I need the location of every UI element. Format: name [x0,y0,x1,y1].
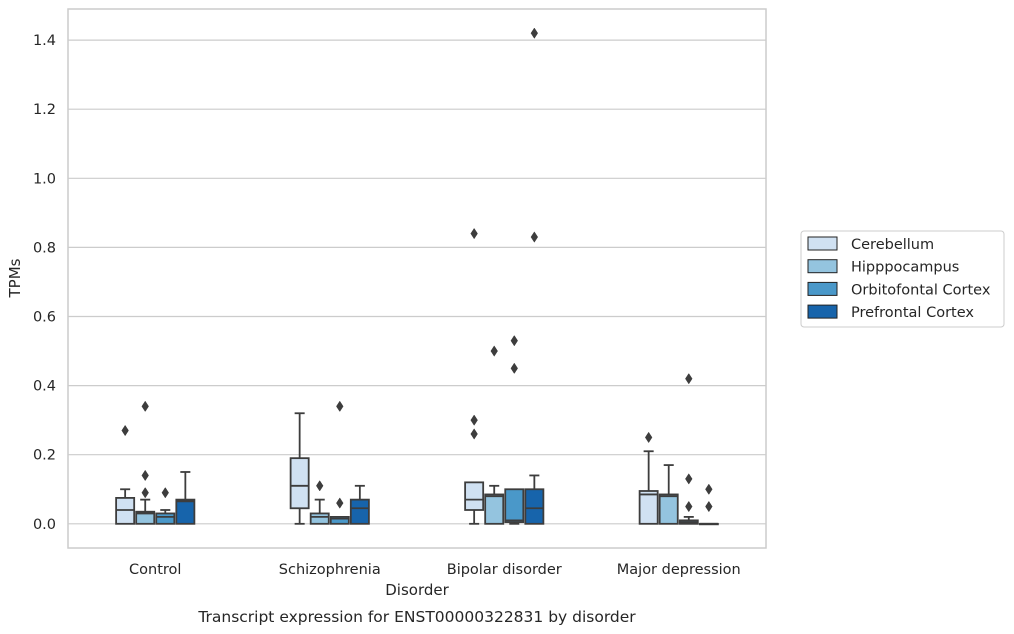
grid-lines [68,39,766,525]
outlier-point [470,414,478,426]
box-3-2 [524,27,545,525]
x-axis-title: Disorder [385,581,449,599]
x-tick-label: Major depression [617,562,741,578]
y-tick-label: 0.6 [33,310,56,326]
y-axis-ticks: 0.0 0.2 0.4 0.6 0.8 1.0 1.2 1.4 [33,33,56,533]
outlier-point [336,400,344,412]
x-axis-ticks: Control Schizophrenia Bipolar disorder Majo… [129,562,741,578]
y-tick-label: 0.2 [33,448,56,464]
legend-label: Hipppocampus [851,260,959,276]
box-body [464,481,485,511]
outlier-point [510,335,518,347]
box-body [658,493,679,525]
y-axis-title: TPMs [6,258,24,298]
box-body [155,512,176,525]
outlier-point [121,424,129,437]
box-body [349,498,370,525]
box-2-3 [678,373,699,525]
x-tick-label: Control [129,562,181,578]
outlier-point [470,428,478,440]
y-tick-label: 1.2 [33,102,56,118]
box-body [484,493,505,525]
legend: Cerebellum Hipppocampus Orbitofontal Corte… [800,230,1005,328]
box-0-3 [638,431,659,525]
box-1-2 [484,345,505,525]
legend-swatch [807,259,838,274]
box-2-0 [155,487,176,525]
outlier-point [141,487,149,499]
y-tick-label: 0.8 [33,240,56,256]
box-body [135,510,156,525]
box-0-1 [289,412,310,525]
box-3-3 [698,483,719,526]
box-0-0 [115,424,136,525]
box-body [524,488,545,525]
outlier-point [644,431,653,444]
outlier-point [336,497,344,509]
outlier-point [685,500,693,513]
y-tick-label: 1.4 [33,33,56,49]
box-2-1 [329,400,350,525]
box-body [289,457,310,510]
outlier-point [510,362,518,374]
outlier-point [470,227,478,240]
box-1-3 [658,464,679,525]
legend-swatch [807,281,838,296]
x-tick-label: Bipolar disorder [447,562,562,578]
legend-swatch [807,304,838,319]
outlier-point [316,480,324,492]
outlier-point [141,469,149,482]
box-0-2 [464,227,485,525]
plot-area-frame [67,8,767,549]
box-1-0 [135,400,156,525]
box-body [329,516,350,525]
legend-label: Prefrontal Cortex [851,305,974,321]
box-body [504,488,525,523]
box-3-1 [349,484,370,525]
box-3-0 [175,471,196,525]
y-tick-label: 1.0 [33,171,56,187]
legend-label: Cerebellum [851,237,934,253]
box-body [638,490,659,525]
box-1-1 [309,480,330,525]
box-body [175,498,196,525]
box-body [309,512,330,525]
outlier-point [685,373,693,385]
outlier-point [490,345,498,357]
x-tick-label: Schizophrenia [279,562,381,578]
box-2-2 [504,335,525,525]
outlier-point [141,400,149,412]
legend-label: Orbitofontal Cortex [851,282,991,298]
chart-caption: Transcript expression for ENST0000032283… [197,608,636,626]
outlier-point [685,473,693,485]
legend-frame [800,230,1005,328]
y-tick-label: 0.4 [33,379,56,395]
outlier-point [705,483,713,495]
outlier-point [530,27,539,39]
y-tick-label: 0.0 [33,517,56,533]
outlier-point [161,487,169,499]
boxes [115,27,719,526]
outlier-point [530,231,539,243]
legend-swatch [807,236,838,251]
outlier-point [705,500,713,513]
